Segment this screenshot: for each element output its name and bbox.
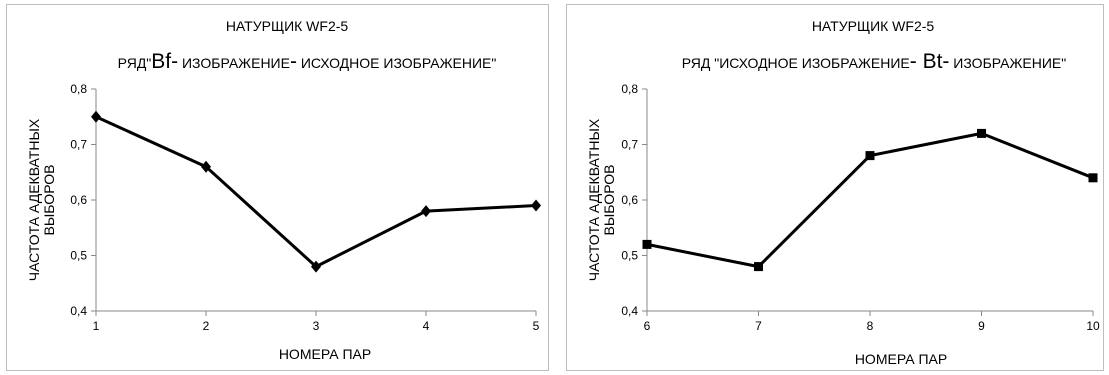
y-axis-title-line: ВЫБОРОВ [601, 165, 617, 236]
y-tick-label: 0,6 [621, 193, 638, 207]
chart-subtitle-part: РЯД "ИСХОДНОЕ ИЗОБРАЖЕНИЕ [682, 55, 910, 71]
chart-title: НАТУРЩИК WF2-5 [226, 18, 349, 34]
chart-subtitle-part: ИЗОБРАЖЕНИЕ" [949, 55, 1066, 71]
data-point [311, 260, 321, 273]
y-tick-label: 0,4 [621, 304, 638, 318]
chart-subtitle-part: - Bt- [910, 50, 950, 73]
y-tick-label: 0,7 [70, 138, 87, 152]
chart-subtitle: РЯД "ИСХОДНОЕ ИЗОБРАЖЕНИЕ- Bt- ИЗОБРАЖЕН… [682, 50, 1067, 73]
chart-subtitle-part: ИСХОДНОЕ ИЗОБРАЖЕНИЕ" [297, 55, 496, 71]
y-axis-title: ЧАСТОТА АДЕКВАТНЫХ ВЫБОРОВ [26, 118, 57, 281]
chart-subtitle-part: - [290, 50, 297, 73]
x-axis-title: НОМЕРА ПАР [855, 351, 947, 367]
data-point [201, 160, 211, 173]
x-tick-label: 4 [423, 319, 430, 333]
data-point [1088, 173, 1098, 183]
data-point [642, 239, 652, 249]
x-tick-label: 7 [755, 319, 762, 333]
line-chart-right: НАТУРЩИК WF2-5 РЯД "ИСХОДНОЕ ИЗОБРАЖЕНИЕ-… [586, 18, 1100, 367]
y-axis-title: ЧАСТОТА АДЕКВАТНЫХ ВЫБОРОВ [586, 118, 617, 281]
chart-title: НАТУРЩИК WF2-5 [812, 18, 935, 34]
data-point [531, 199, 541, 212]
y-tick-label: 0,7 [621, 138, 638, 152]
x-tick-label: 2 [203, 319, 210, 333]
y-tick-label: 0,6 [70, 193, 87, 207]
x-tick-label: 5 [533, 319, 540, 333]
data-point [977, 128, 986, 138]
data-point [421, 205, 431, 218]
y-tick-label: 0,5 [621, 249, 638, 263]
y-tick-label: 0,4 [70, 304, 87, 318]
x-tick-label: 9 [978, 319, 985, 333]
x-tick-label: 10 [1086, 319, 1100, 333]
y-axis-title-line: ЧАСТОТА АДЕКВАТНЫХ [26, 118, 42, 281]
x-axis-title: НОМЕРА ПАР [279, 346, 371, 362]
y-axis-title-line: ЧАСТОТА АДЕКВАТНЫХ [586, 118, 602, 281]
x-tick-label: 8 [867, 319, 874, 333]
y-tick-label: 0,8 [70, 82, 87, 96]
chart-subtitle-part: Bf- [151, 50, 178, 73]
chart-subtitle: РЯД"Bf- ИЗОБРАЖЕНИЕ- ИСХОДНОЕ ИЗОБРАЖЕНИ… [118, 50, 497, 73]
series-line [95, 115, 537, 269]
y-tick-label: 0,8 [621, 82, 638, 96]
y-tick-label: 0,5 [70, 249, 87, 263]
y-axis-title-line: ВЫБОРОВ [41, 165, 57, 236]
data-point [754, 262, 763, 272]
line-chart-left: НАТУРЩИК WF2-5 РЯД"Bf- ИЗОБРАЖЕНИЕ- ИСХОД… [26, 18, 541, 362]
x-tick-label: 6 [644, 319, 651, 333]
chart-subtitle-part: РЯД" [118, 55, 152, 71]
data-point [865, 151, 875, 161]
data-point [91, 110, 101, 123]
chart-panel-left: НАТУРЩИК WF2-5 РЯД"Bf- ИЗОБРАЖЕНИЕ- ИСХОД… [6, 4, 549, 371]
x-tick-label: 1 [93, 319, 100, 333]
x-tick-label: 3 [313, 319, 320, 333]
chart-panel-right: НАТУРЩИК WF2-5 РЯД "ИСХОДНОЕ ИЗОБРАЖЕНИЕ-… [566, 4, 1104, 371]
chart-subtitle-part: ИЗОБРАЖЕНИЕ [178, 55, 290, 71]
